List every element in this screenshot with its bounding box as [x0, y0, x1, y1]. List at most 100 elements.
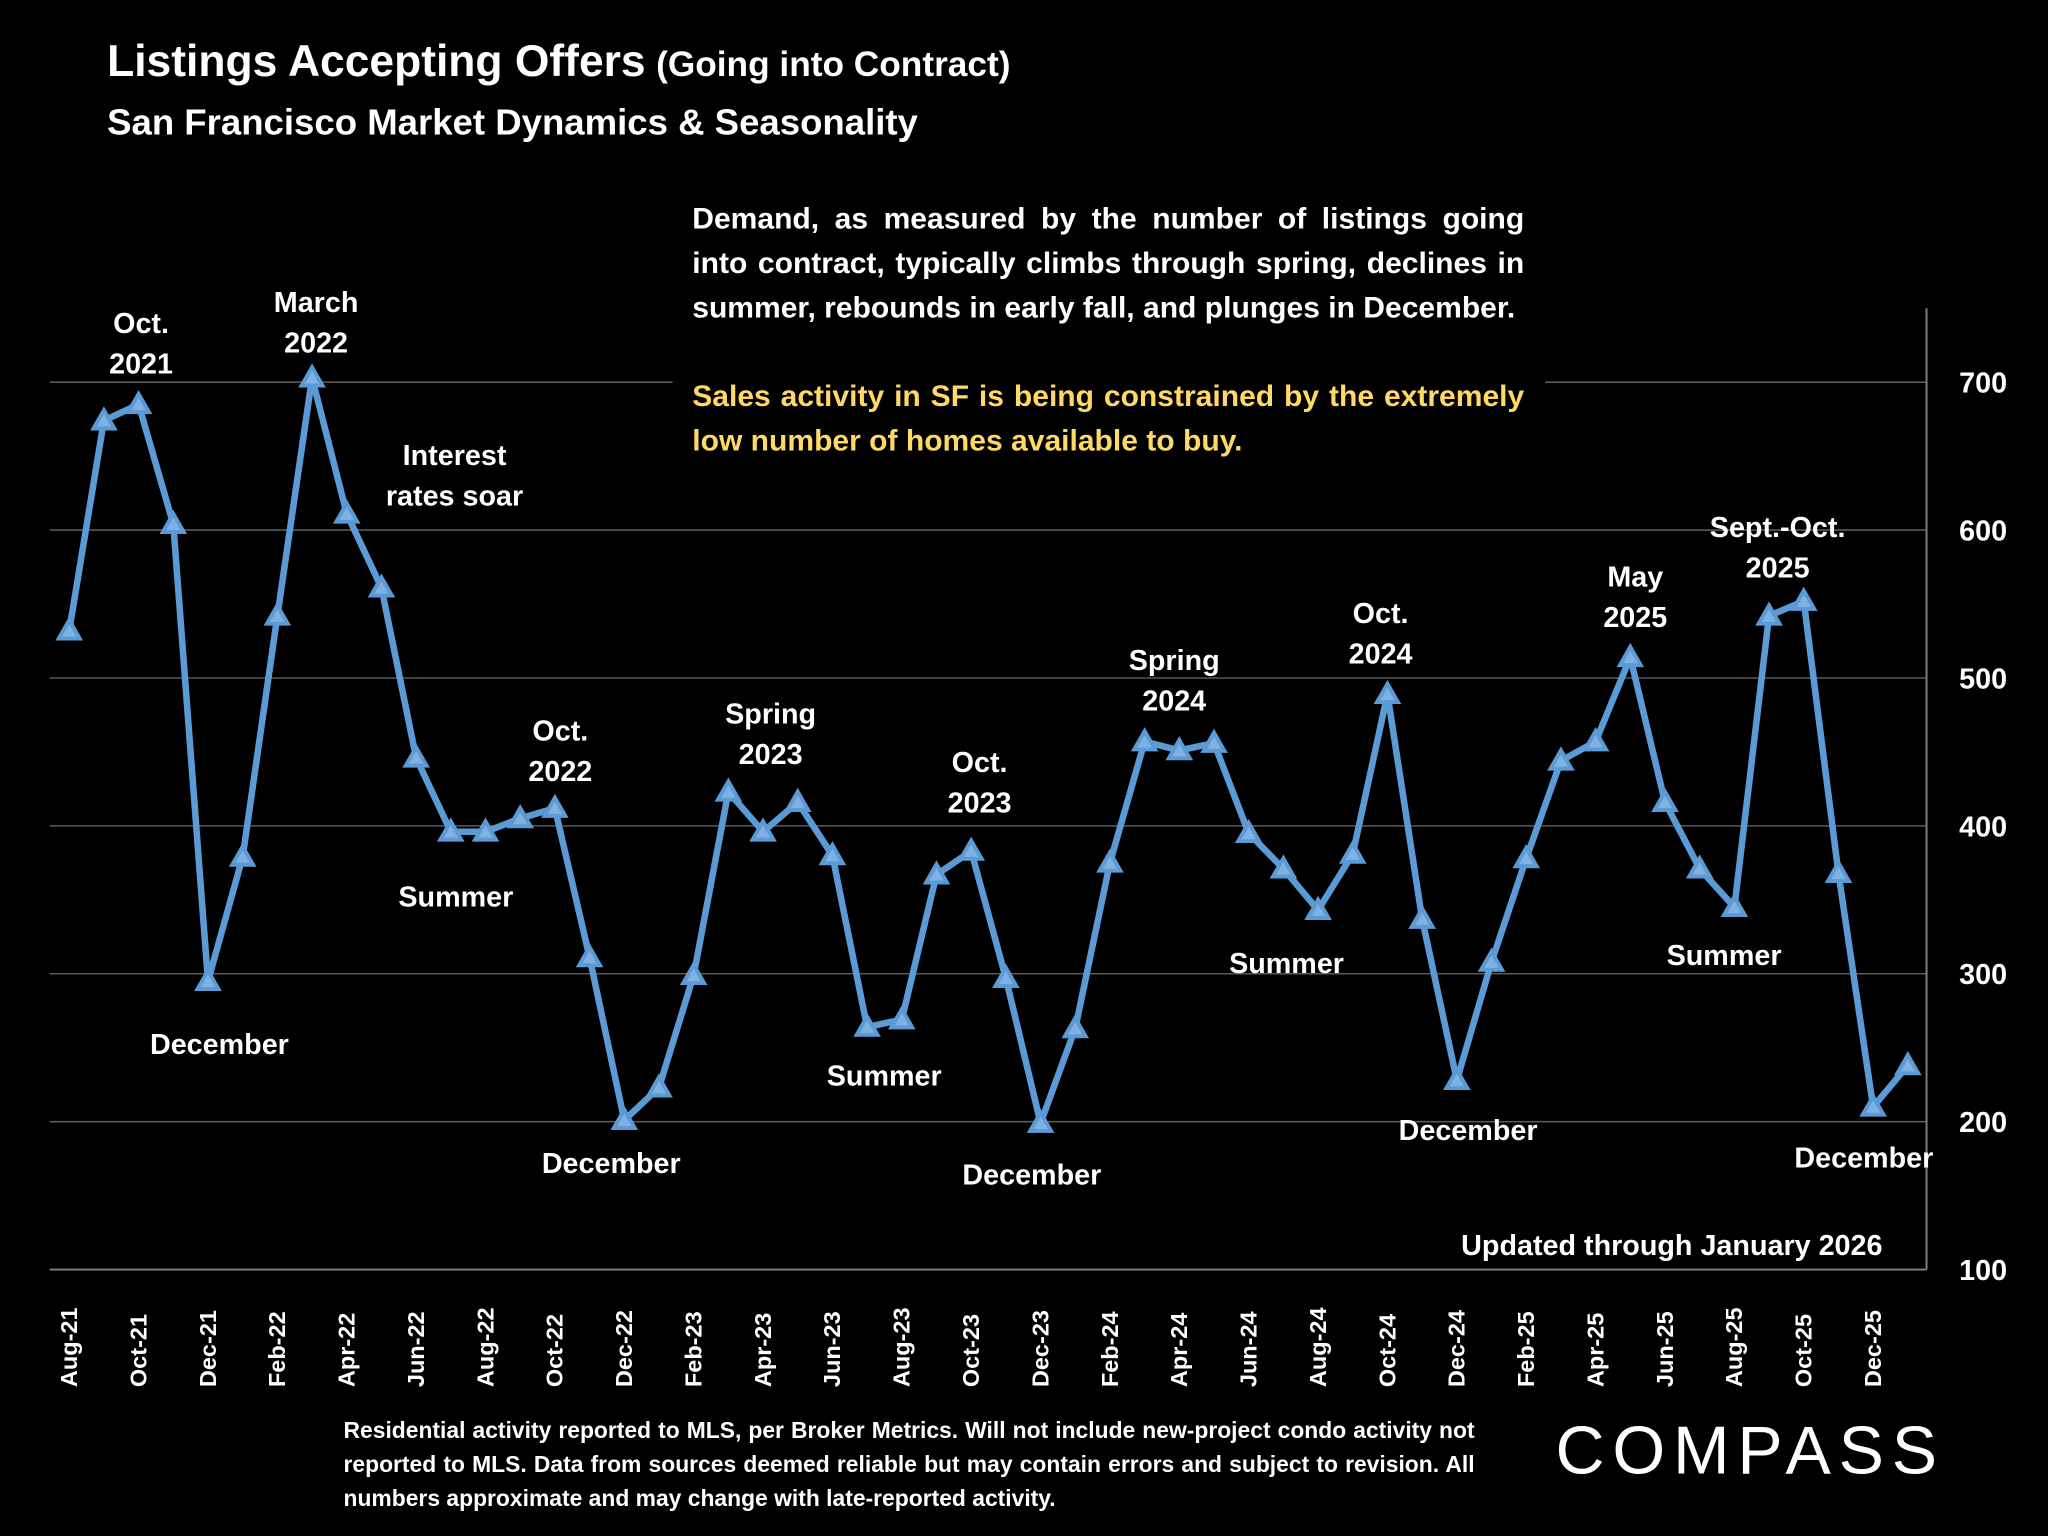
data-marker: [1894, 1051, 1922, 1076]
annotation: Oct.: [952, 747, 1008, 779]
data-marker: [90, 406, 118, 431]
y-tick-label: 500: [1959, 663, 2007, 695]
data-marker: [1720, 892, 1749, 918]
data-marker: [1789, 586, 1818, 611]
data-marker: [159, 509, 188, 534]
data-marker: [1547, 746, 1575, 771]
data-marker: [1477, 947, 1506, 972]
x-tick-label: Dec-24: [1444, 1310, 1470, 1387]
x-tick-label: Apr-24: [1166, 1313, 1192, 1387]
data-marker: [853, 1012, 881, 1037]
x-tick-label: Dec-22: [611, 1310, 637, 1387]
annotation: 2023: [739, 739, 803, 771]
annotation: May: [1607, 561, 1663, 593]
annotation: rates soar: [386, 480, 523, 512]
data-marker: [679, 960, 708, 986]
x-tick-label: Feb-25: [1513, 1311, 1539, 1387]
x-tick-label: Feb-24: [1097, 1311, 1123, 1387]
data-marker: [645, 1073, 673, 1098]
description: Demand, as measured by the number of lis…: [692, 196, 1524, 462]
y-tick-label: 200: [1959, 1107, 2007, 1139]
data-marker: [332, 499, 361, 524]
data-marker: [228, 842, 257, 867]
data-marker: [194, 966, 222, 991]
data-marker: [1061, 1014, 1090, 1039]
data-marker: [402, 743, 430, 768]
data-marker: [1130, 727, 1159, 752]
annotation: Summer: [1667, 940, 1782, 972]
annotation: 2025: [1746, 552, 1810, 584]
data-marker: [263, 601, 292, 626]
data-marker: [957, 836, 986, 861]
data-marker: [1304, 895, 1332, 920]
x-tick-label: Dec-25: [1860, 1310, 1886, 1387]
data-marker: [1512, 844, 1541, 869]
data-marker: [922, 860, 951, 885]
chart-title: Listings Accepting Offers (Going into Con…: [107, 37, 1010, 86]
text-box: [672, 195, 1546, 516]
annotation: Updated through January 2026: [1461, 1230, 1882, 1262]
footnote-box: Residential activity reported to MLS, pe…: [343, 1417, 1475, 1512]
x-tick-label: Aug-25: [1721, 1307, 1747, 1387]
x-tick-label: Apr-23: [750, 1313, 776, 1387]
annotation: Sept.-Oct.: [1710, 512, 1846, 544]
y-tick-label: 700: [1959, 368, 2007, 400]
annotation: December: [1399, 1115, 1538, 1147]
annotation: Summer: [1229, 948, 1344, 980]
data-marker: [783, 787, 812, 813]
data-marker: [575, 943, 604, 968]
annotation: Oct.: [113, 308, 169, 340]
x-tick-label: Dec-23: [1027, 1310, 1053, 1387]
data-marker: [1096, 848, 1124, 873]
data-marker: [367, 573, 396, 598]
data-marker: [1269, 854, 1298, 879]
chart-subtitle: San Francisco Market Dynamics & Seasonal…: [107, 102, 918, 143]
annotation: December: [150, 1029, 289, 1061]
data-marker: [1026, 1108, 1055, 1133]
title-main: Listings Accepting Offers: [107, 37, 646, 86]
x-tick-label: Oct-25: [1791, 1314, 1817, 1387]
data-marker: [1338, 839, 1367, 864]
data-marker: [124, 389, 153, 415]
description-paragraph: Sales activity in SF is being constraine…: [692, 378, 1525, 458]
description-box: Demand, as measured by the number of lis…: [692, 196, 1524, 462]
data-marker: [1616, 642, 1645, 668]
data-marker: [1165, 736, 1194, 761]
annotation: March: [274, 287, 359, 319]
data-marker: [55, 616, 84, 641]
x-tick-label: Aug-22: [472, 1307, 498, 1387]
annotation: December: [1794, 1143, 1933, 1175]
data-marker: [887, 1005, 916, 1030]
data-marker: [1581, 727, 1610, 752]
annotation: Oct.: [1353, 598, 1409, 630]
data-marker: [1408, 904, 1436, 929]
y-tick-label: 100: [1959, 1255, 2007, 1287]
data-marker: [1200, 728, 1228, 753]
annotation: 2022: [284, 328, 348, 360]
x-tick-label: Aug-21: [56, 1307, 82, 1387]
annotation: 2025: [1603, 602, 1667, 634]
data-marker: [1651, 787, 1679, 813]
data-marker: [1685, 854, 1714, 879]
data-marker: [298, 363, 326, 388]
data-marker: [610, 1105, 639, 1130]
data-marker: [506, 804, 535, 829]
plot: [55, 363, 1922, 1133]
x-tick-label: Oct-22: [542, 1314, 568, 1387]
title-note: (Going into Contract): [656, 45, 1010, 84]
data-marker: [1443, 1065, 1471, 1091]
annotation: Summer: [827, 1060, 942, 1092]
data-marker: [1859, 1092, 1887, 1117]
annotation: Spring: [725, 699, 816, 731]
data-marker: [992, 963, 1020, 988]
x-tick-label: Jun-24: [1236, 1311, 1262, 1387]
data-marker: [436, 817, 465, 842]
description-paragraph: Demand, as measured by the number of lis…: [692, 201, 1525, 324]
x-tick-label: Apr-25: [1582, 1313, 1608, 1387]
x-tick-label: Oct-21: [125, 1314, 151, 1387]
footnote: Residential activity reported to MLS, pe…: [343, 1417, 1475, 1512]
x-tick-label: Aug-24: [1305, 1307, 1331, 1387]
data-marker: [1234, 818, 1263, 844]
data-marker: [1824, 858, 1853, 883]
data-marker: [541, 793, 569, 818]
